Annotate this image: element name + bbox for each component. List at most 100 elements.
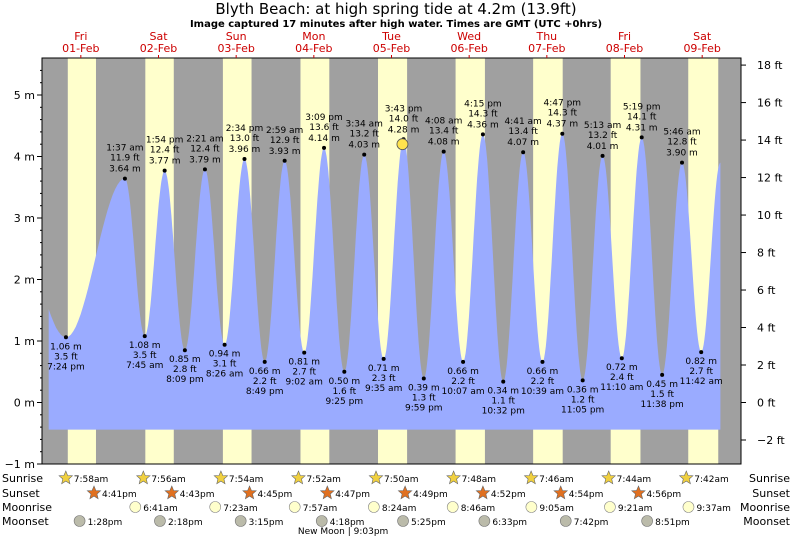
high-tide-feet: 14.3 ft [548, 109, 578, 119]
sunset-icon [631, 485, 646, 500]
moonset-icon [641, 515, 653, 527]
moonset-time: 1:28pm [88, 518, 123, 528]
low-tide-point [142, 334, 147, 339]
high-tide-point [560, 131, 565, 136]
moonrise-icon [604, 501, 616, 513]
high-tide-point [600, 153, 605, 158]
low-tide-feet: 2.4 ft [610, 373, 634, 383]
tide-area [48, 133, 721, 430]
sunset-time: 4:52pm [491, 490, 526, 500]
low-tide-feet: 2.7 ft [292, 368, 316, 378]
high-tide-metres: 3.96 m [229, 145, 261, 155]
day-date: 08-Feb [606, 42, 643, 55]
high-tide-feet: 13.4 ft [508, 127, 538, 137]
low-tide-point [699, 350, 704, 355]
tide-curve [48, 133, 721, 430]
low-tide-time: 11:10 am [600, 383, 643, 393]
high-tide-point [162, 168, 167, 173]
low-tide-metres: 0.72 m [606, 363, 638, 373]
low-tide-point [421, 376, 426, 381]
high-tide-feet: 14.0 ft [389, 114, 419, 124]
high-tide-feet: 12.4 ft [190, 144, 220, 154]
high-tide-point [242, 156, 247, 161]
right-tick-label: 2 ft [757, 359, 776, 372]
left-tick-label: −1 m [5, 458, 35, 471]
low-tide-feet: 2.3 ft [372, 374, 396, 384]
low-tide-point [540, 359, 545, 364]
day-name: Mon [302, 30, 325, 43]
high-tide-metres: 4.03 m [348, 141, 380, 151]
sunrise-icon [58, 470, 74, 485]
high-tide-time: 4:15 pm [464, 99, 502, 109]
high-tide-time: 3:43 pm [385, 104, 423, 114]
sunset-time: 4:47pm [335, 490, 370, 500]
day-date: 06-Feb [450, 42, 487, 55]
moonset-icon [73, 515, 86, 527]
day-date: 03-Feb [217, 42, 254, 55]
legend-label-right-moonset: Moonset [743, 515, 790, 528]
high-tide-point [441, 149, 446, 154]
left-tick-label: 5 m [14, 89, 35, 102]
day-name: Sat [149, 30, 168, 43]
low-tide-point [222, 342, 227, 347]
low-tide-metres: 0.66 m [527, 367, 559, 377]
low-tide-feet: 3.5 ft [54, 352, 78, 362]
moonset-icon [559, 515, 572, 527]
legend-label-right-sunrise: Sunrise [749, 472, 790, 485]
low-tide-point [302, 350, 307, 355]
high-tide-metres: 3.90 m [666, 149, 698, 159]
sunrise-time: 7:42am [694, 475, 729, 485]
sunset-time: 4:43pm [180, 490, 215, 500]
moonrise-time: 9:21am [618, 504, 653, 514]
high-tide-time: 5:19 pm [623, 102, 661, 112]
low-tide-time: 8:49 pm [246, 387, 284, 397]
low-tide-time: 8:09 pm [166, 375, 204, 385]
high-tide-metres: 4.14 m [308, 134, 340, 144]
moonrise-time: 8:24am [382, 504, 417, 514]
low-tide-feet: 2.2 ft [531, 377, 555, 387]
day-name: Sun [226, 30, 247, 43]
sunset-time: 4:45pm [258, 490, 293, 500]
high-tide-point [480, 132, 485, 137]
high-tide-point [639, 135, 644, 140]
low-tide-metres: 0.66 m [447, 367, 479, 377]
sunrise-time: 7:44am [617, 475, 652, 485]
sunrise-icon [135, 470, 151, 485]
day-date: 01-Feb [62, 42, 99, 55]
day-name: Tue [381, 30, 401, 43]
low-tide-metres: 1.06 m [50, 342, 82, 352]
current-tide-marker [396, 138, 409, 151]
low-tide-time: 11:05 pm [561, 405, 604, 415]
low-tide-time: 11:42 am [680, 377, 723, 387]
moonset-icon [315, 515, 328, 527]
high-tide-metres: 3.79 m [189, 155, 221, 165]
sunrise-icon [446, 470, 461, 485]
low-tide-time: 9:59 pm [405, 404, 443, 414]
high-tide-metres: 4.28 m [388, 125, 420, 135]
high-tide-metres: 4.01 m [587, 142, 619, 152]
left-tick-label: 4 m [14, 151, 35, 164]
moonrise-icon [129, 501, 142, 513]
high-tide-feet: 14.1 ft [627, 112, 657, 122]
high-tide-time: 5:13 am [584, 121, 621, 131]
moonset-icon [234, 515, 247, 527]
high-tide-feet: 12.9 ft [270, 136, 300, 146]
low-tide-metres: 0.36 m [567, 385, 599, 395]
moonset-time: 5:25pm [411, 518, 446, 528]
moonset-time: 7:42pm [574, 518, 609, 528]
high-tide-point [122, 176, 127, 181]
moonrise-time: 7:57am [303, 504, 338, 514]
low-tide-point [660, 372, 665, 377]
legend-label-moonset: Moonset [2, 515, 49, 528]
low-tide-time: 10:07 am [442, 387, 485, 397]
sunset-time: 4:49pm [413, 490, 448, 500]
right-tick-label: 4 ft [757, 322, 776, 335]
low-tide-feet: 3.1 ft [213, 360, 237, 370]
left-tick-label: 1 m [14, 335, 35, 348]
low-tide-time: 9:35 am [365, 384, 402, 394]
low-tide-point [580, 378, 585, 383]
sunrise-time: 7:58am [74, 475, 109, 485]
sunrise-icon [368, 470, 384, 485]
low-tide-metres: 0.81 m [288, 358, 320, 368]
